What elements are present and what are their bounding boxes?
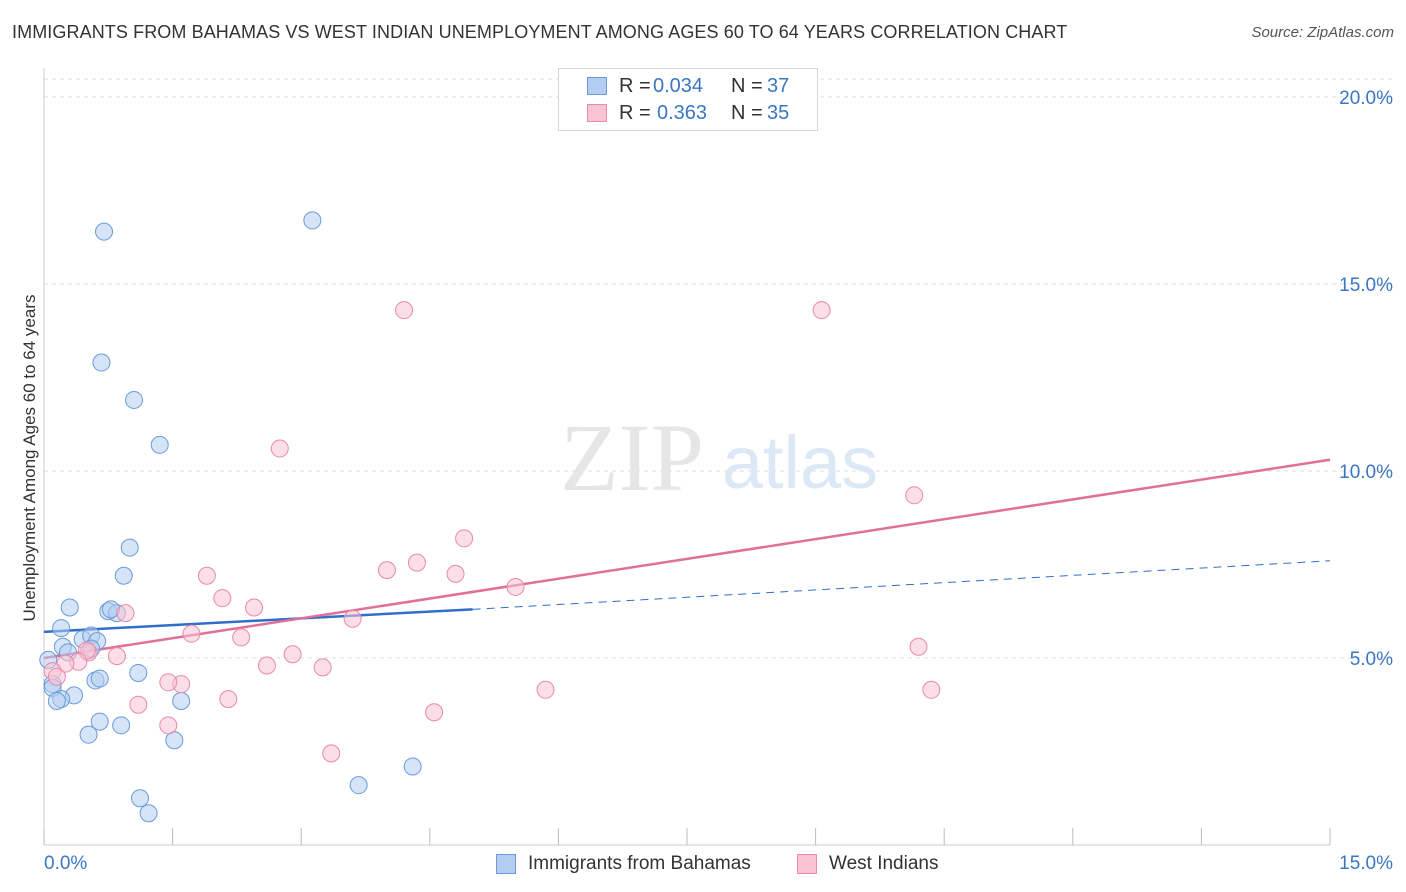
bahamas-point (112, 716, 131, 735)
west-indian-point (129, 695, 148, 714)
bahamas-point (172, 692, 191, 711)
west-indian-point (536, 680, 555, 699)
legend-r-label: R = (619, 75, 651, 97)
west-indian-trend-line (43, 458, 1331, 660)
bahamas-point (165, 731, 184, 750)
watermark-zip: ZIP (560, 404, 704, 511)
west-indian-point (455, 529, 474, 548)
legend-n-value: 35 (767, 102, 790, 124)
west-indian-point (213, 589, 232, 608)
legend-n-value: 37 (767, 75, 790, 97)
bahamas-point (114, 566, 133, 585)
legend-r-value: 0.034 (653, 75, 704, 97)
west-indian-point (232, 628, 251, 647)
west-indian-point (257, 656, 276, 675)
bahamas-point (60, 598, 79, 617)
bahamas-point (349, 776, 368, 795)
west-indian-point (313, 658, 332, 677)
y-axis-label: Unemployment Among Ages 60 to 64 years (20, 295, 39, 622)
bahamas-point (125, 390, 144, 409)
bahamas-point (120, 538, 139, 557)
source-label: Source: ZipAtlas.com (1251, 24, 1394, 41)
bahamas-point (131, 789, 150, 808)
axes (43, 68, 1331, 846)
west-indian-point (283, 645, 302, 664)
west-indian-point (922, 680, 941, 699)
data-points (39, 211, 941, 823)
bahamas-trend-extension (472, 560, 1331, 610)
west-indian-point (812, 301, 831, 320)
bottom-legend-label: West Indians (829, 853, 939, 874)
y-tick-label: 15.0% (1339, 275, 1393, 296)
grid-lines (44, 78, 1395, 659)
legend-r-label: R = (619, 102, 651, 124)
watermark-atlas: atlas (722, 421, 878, 504)
west-indian-point (905, 486, 924, 505)
west-indian-point (506, 577, 525, 596)
bahamas-point (129, 663, 148, 682)
west-indian-point (909, 637, 928, 656)
legend-r-value: 0.363 (657, 102, 708, 124)
bahamas-point (95, 222, 114, 241)
west-indian-point (47, 667, 66, 686)
bahamas-point (92, 353, 111, 372)
bottom-legend-label: Immigrants from Bahamas (528, 853, 751, 874)
west-indian-point (159, 716, 178, 735)
bahamas-point (303, 211, 322, 230)
y-tick-label: 10.0% (1339, 462, 1393, 483)
west-indian-point (446, 564, 465, 583)
x-tick-label: 0.0% (44, 853, 87, 874)
legend-swatch-blue (587, 77, 607, 95)
bahamas-point (150, 435, 169, 454)
y-tick-label: 5.0% (1350, 649, 1393, 670)
west-indian-point (107, 647, 126, 666)
west-indian-point (245, 598, 264, 617)
bahamas-point (52, 619, 71, 638)
west-indian-point (270, 439, 289, 458)
west-indian-point (395, 301, 414, 320)
trend-lines (43, 458, 1331, 660)
west-indian-point (219, 690, 238, 709)
bahamas-point (90, 712, 109, 731)
correlation-legend: R = 0.034 N = 37 R = 0.363 N = 35 (558, 68, 818, 131)
bahamas-point (403, 757, 422, 776)
bahamas-trend-line (43, 608, 473, 634)
west-indian-point (116, 604, 135, 623)
chart-title: IMMIGRANTS FROM BAHAMAS VS WEST INDIAN U… (12, 22, 1068, 42)
west-indian-point (343, 609, 362, 628)
tick-labels: 5.0% 10.0% 15.0% 20.0% 0.0% 15.0% (44, 88, 1393, 874)
x-tick-label: 15.0% (1339, 853, 1393, 874)
west-indian-point (377, 561, 396, 580)
bahamas-point (139, 804, 158, 823)
west-indian-point (407, 553, 426, 572)
west-indian-point (425, 703, 444, 722)
y-tick-label: 20.0% (1339, 88, 1393, 109)
west-indian-point (182, 624, 201, 643)
bahamas-point (47, 692, 66, 711)
legend-swatch-pink (587, 104, 607, 122)
west-indian-point (197, 566, 216, 585)
bahamas-point (79, 725, 98, 744)
west-indian-point (159, 673, 178, 692)
bottom-legend-swatch-blue (496, 854, 516, 874)
bahamas-point (90, 669, 109, 688)
west-indian-point (322, 744, 341, 763)
legend-n-label: N = (731, 75, 763, 97)
legend-n-label: N = (731, 102, 763, 124)
bottom-legend-swatch-pink (797, 854, 817, 874)
